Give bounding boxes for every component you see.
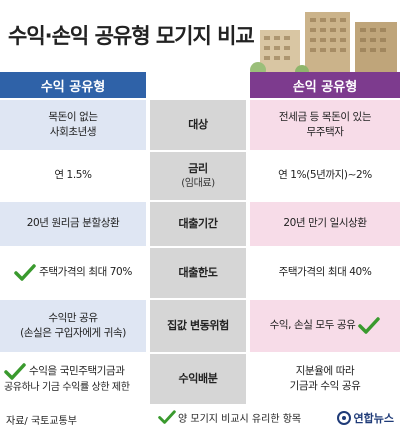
right-cell: 전세금 등 목돈이 있는 무주택자 — [250, 100, 400, 150]
footer: 자료/ 국토교통부 양 모기지 비교시 유리한 항목 연합뉴스 — [0, 405, 400, 434]
header-profit-sharing: 수익 공유형 — [0, 72, 146, 98]
left-cell: 20년 원리금 분할상환 — [0, 202, 146, 246]
left-cell: 수익을 국민주택기금과 공유하나 기금 수익률 상한 제한 — [0, 354, 146, 404]
brand-logo: 연합뉴스 — [336, 410, 394, 426]
right-cell: 연 1%(5년까지)∼2% — [250, 152, 400, 200]
header-profit-loss-sharing: 손익 공유형 — [250, 72, 400, 98]
row-label: 대출기간 — [150, 202, 246, 246]
legend: 양 모기지 비교시 유리한 항목 — [158, 410, 301, 425]
source-note: 자료/ 국토교통부 — [6, 416, 77, 427]
left-cell: 수익만 공유 (손실은 구입자에게 귀속) — [0, 300, 146, 352]
left-cell: 목돈이 없는 사회초년생 — [0, 100, 146, 150]
row-label: 대출한도 — [150, 248, 246, 298]
page-title: 수익·손익 공유형 모기지 비교 — [8, 24, 255, 48]
row-profit-distribution: 수익을 국민주택기금과 공유하나 기금 수익률 상한 제한 수익배분 지분율에 … — [0, 354, 400, 404]
left-cell: 연 1.5% — [0, 152, 146, 200]
row-label: 대상 — [150, 100, 246, 150]
right-cell: 20년 만기 일시상환 — [250, 202, 400, 246]
check-icon — [158, 410, 176, 424]
right-cell: 주택가격의 최대 40% — [250, 248, 400, 298]
row-label: 집값 변동위험 — [150, 300, 246, 352]
row-label: 수익배분 — [150, 354, 246, 404]
row-label: 금리 (임대료) — [150, 152, 246, 200]
row-target: 목돈이 없는 사회초년생 대상 전세금 등 목돈이 있는 무주택자 — [0, 100, 400, 150]
row-loan-limit: 주택가격의 최대 70% 대출한도 주택가격의 최대 40% — [0, 248, 400, 298]
right-cell: 지분율에 따라 기금과 수익 공유 — [250, 354, 400, 404]
check-icon — [14, 264, 36, 281]
left-cell: 주택가격의 최대 70% — [0, 248, 146, 298]
right-cell: 수익, 손실 모두 공유 — [250, 300, 400, 352]
apartment-buildings-illustration — [250, 12, 397, 80]
yonhap-logo-icon — [336, 411, 351, 425]
check-icon — [4, 363, 26, 380]
row-loan-period: 20년 원리금 분할상환 대출기간 20년 만기 일시상환 — [0, 202, 400, 246]
check-icon — [358, 317, 381, 334]
row-interest-rate: 연 1.5% 금리 (임대료) 연 1%(5년까지)∼2% — [0, 152, 400, 200]
row-price-risk: 수익만 공유 (손실은 구입자에게 귀속) 집값 변동위험 수익, 손실 모두 … — [0, 300, 400, 352]
